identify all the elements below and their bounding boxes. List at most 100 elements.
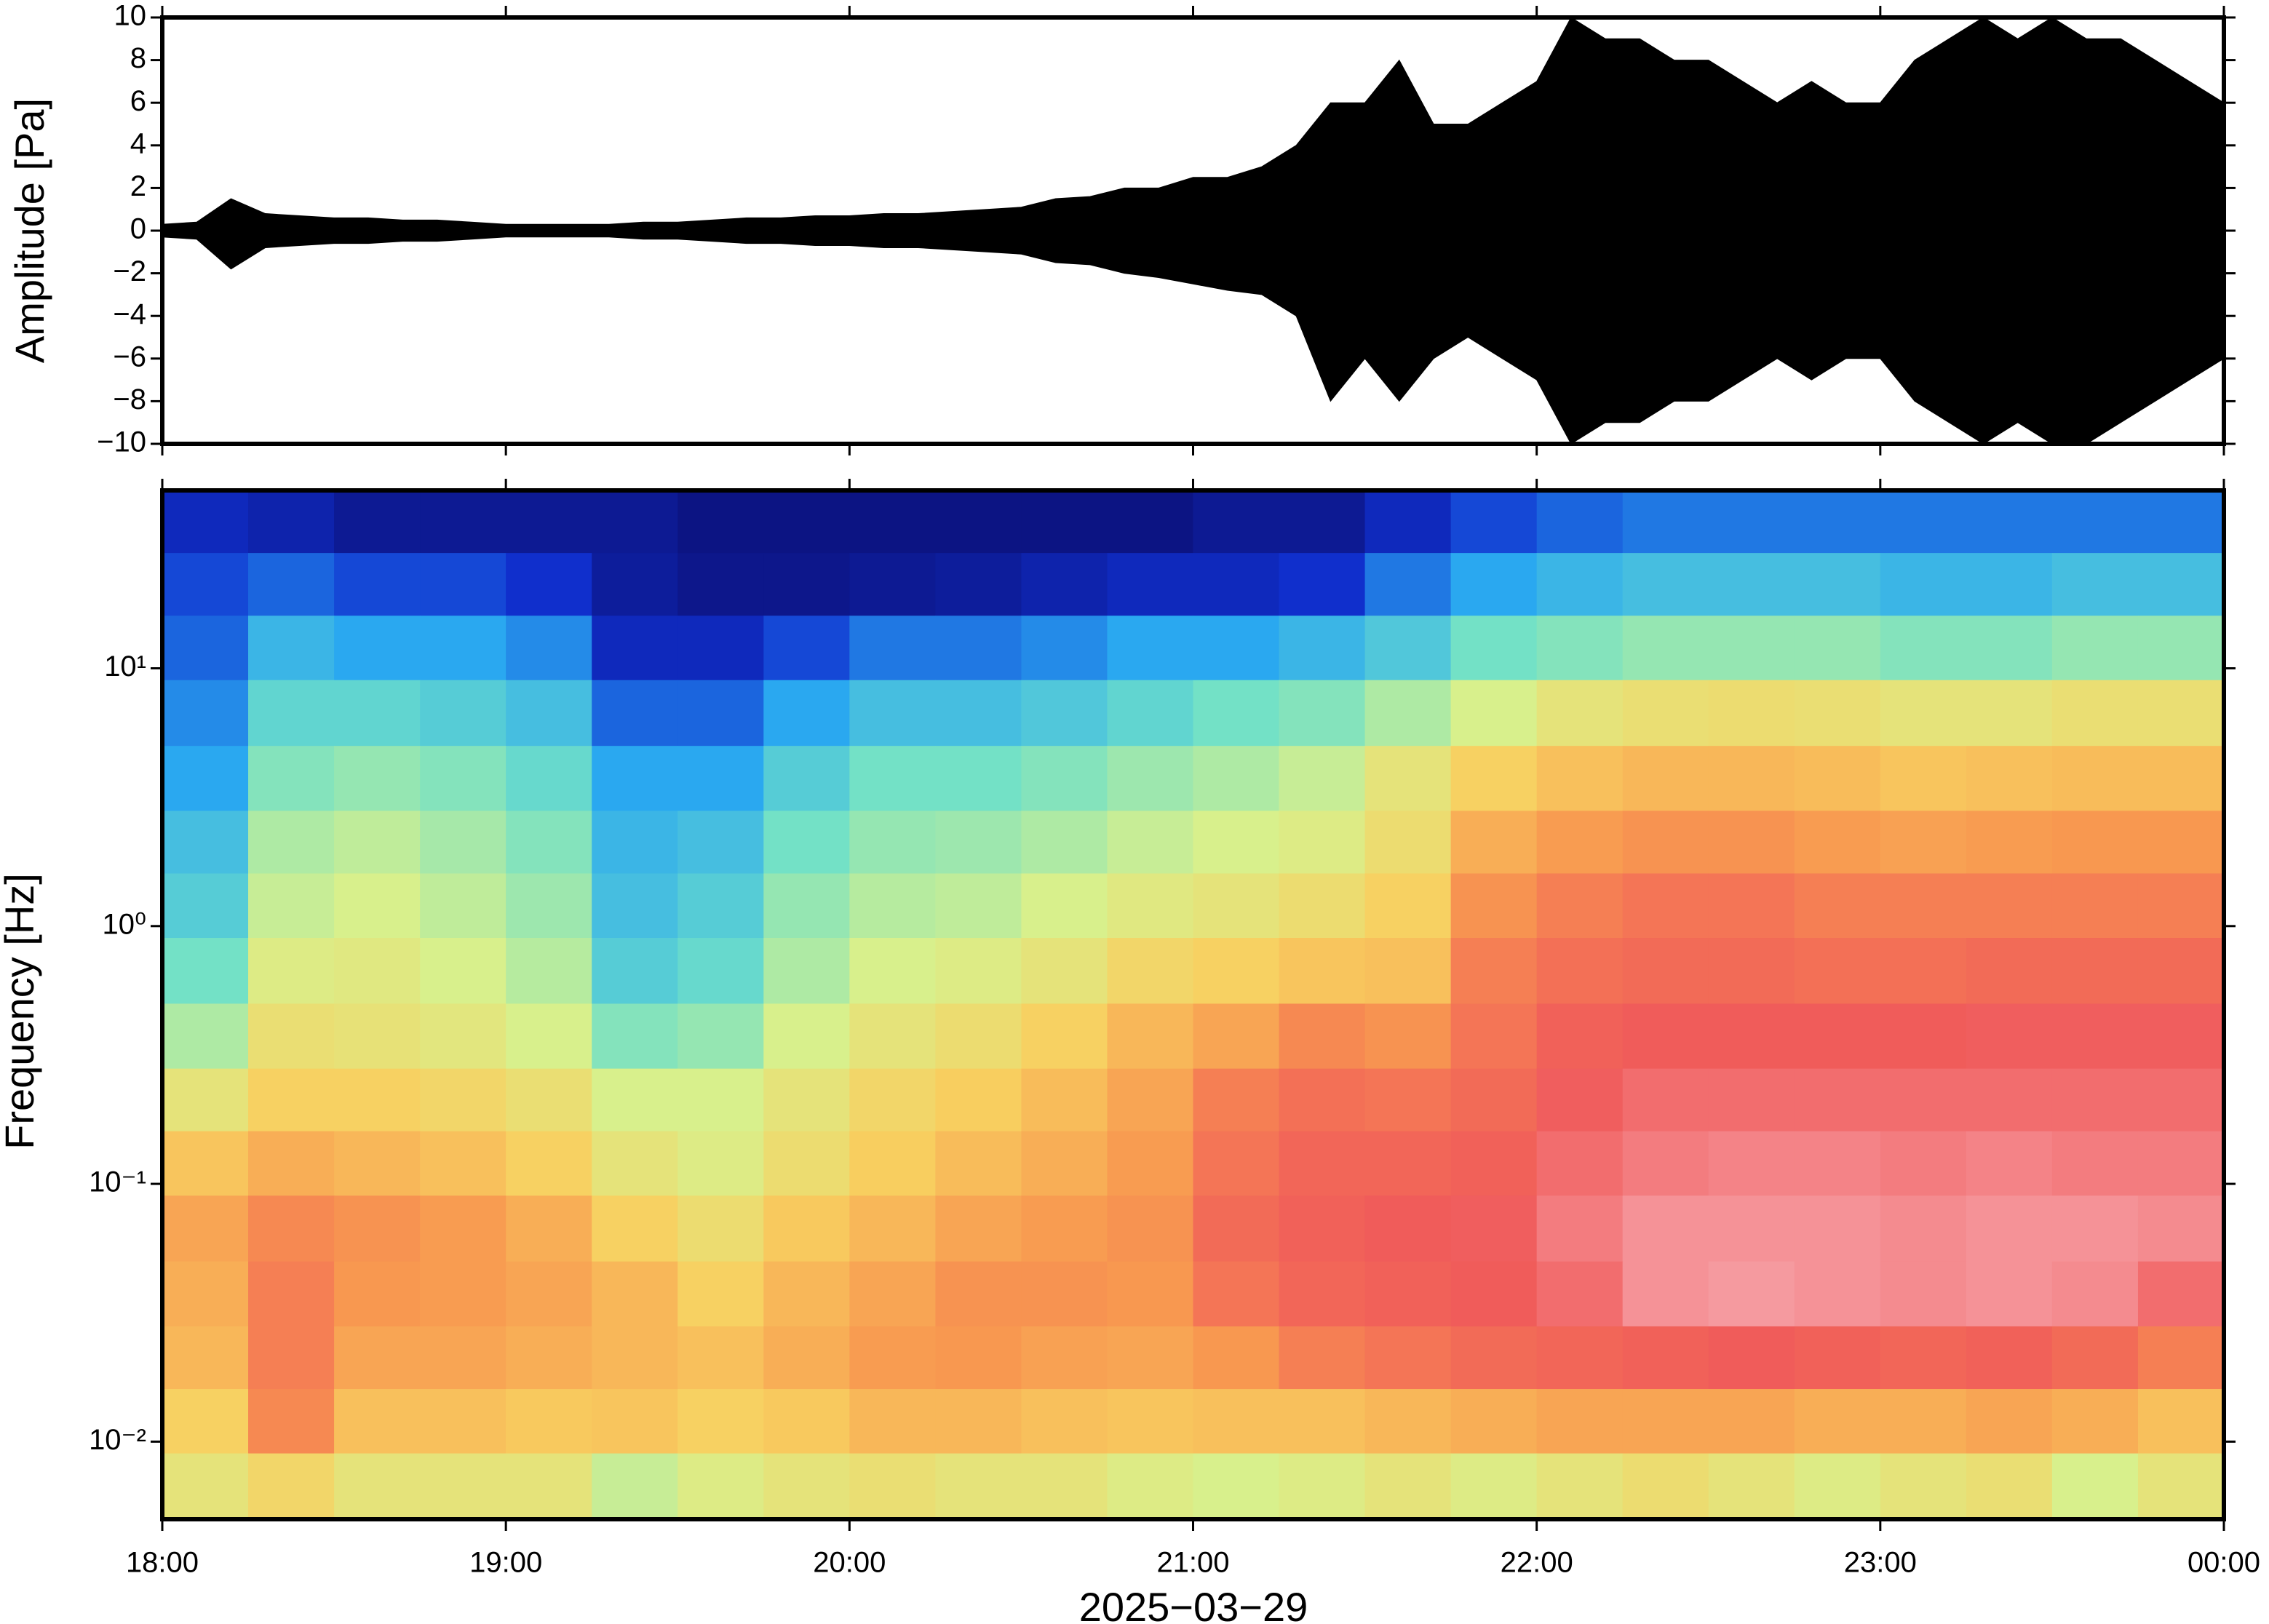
heatmap-cell [162, 1131, 249, 1196]
heatmap-cell [1622, 1389, 1709, 1454]
heatmap-cell [1622, 938, 1709, 1004]
heatmap-cell [506, 1195, 592, 1262]
heatmap-cell [1193, 873, 1280, 939]
heatmap-cell [1622, 811, 1709, 874]
heatmap-cell [248, 938, 335, 1004]
heatmap-cell [763, 1003, 850, 1070]
heatmap-cell [1708, 616, 1795, 681]
heatmap-cell [2051, 873, 2139, 939]
heatmap-cell [849, 1195, 936, 1262]
heatmap-cell [506, 616, 592, 681]
heatmap-cell [334, 1389, 421, 1454]
heatmap-cell [2051, 1068, 2139, 1132]
heatmap-cell [592, 873, 678, 939]
heatmap-cell [1107, 1195, 1193, 1262]
heatmap-cell [1364, 553, 1452, 616]
heatmap-cell [592, 616, 678, 681]
heatmap-cell [248, 616, 335, 681]
heatmap-cell [420, 1389, 506, 1454]
heatmap-cell [1794, 680, 1881, 747]
x-tick-label: 20:00 [813, 1547, 886, 1579]
heatmap-cell [1966, 938, 2053, 1004]
heatmap-cell [1880, 1003, 1967, 1070]
heatmap-cell [1450, 1389, 1538, 1454]
heatmap-cell [1794, 1389, 1881, 1454]
heatmap-cell [1364, 938, 1452, 1004]
heatmap-cell [1279, 1326, 1366, 1390]
heatmap-cell [1708, 553, 1795, 616]
y-tick-label: 10 [114, 0, 147, 32]
heatmap-cell [506, 1261, 592, 1327]
heatmap-cell [677, 553, 764, 616]
heatmap-cell [763, 553, 850, 616]
heatmap-cell [1708, 1326, 1795, 1390]
heatmap-cell [1794, 1131, 1881, 1196]
heatmap-cell [420, 1261, 506, 1327]
heatmap-cell [2051, 553, 2139, 616]
heatmap-cell [935, 1003, 1022, 1070]
heatmap-cell [1279, 1068, 1366, 1132]
heatmap-cell [1021, 1003, 1108, 1070]
heatmap-cell [677, 938, 764, 1004]
heatmap-cell [506, 873, 592, 939]
heatmap-cell [677, 1261, 764, 1327]
heatmap-cell [162, 1389, 249, 1454]
heatmap-cell [2137, 1131, 2225, 1196]
heatmap-cell [1794, 1326, 1881, 1390]
heatmap-cell [1364, 1261, 1452, 1327]
heatmap-cell [592, 1261, 678, 1327]
heatmap-cell [1794, 616, 1881, 681]
heatmap-cell [1794, 873, 1881, 939]
heatmap-cell [1622, 1326, 1709, 1390]
heatmap-cell [1880, 1068, 1967, 1132]
heatmap-cell [677, 811, 764, 874]
heatmap-cell [1966, 1003, 2053, 1070]
heatmap-cell [1536, 1068, 1624, 1132]
heatmap-cell [935, 1453, 1022, 1520]
heatmap-cell [1880, 811, 1967, 874]
heatmap-cell [1880, 1261, 1967, 1327]
y-tick-label: 10¹ [104, 650, 146, 682]
x-tick-label: 22:00 [1501, 1547, 1573, 1579]
heatmap-cell [1279, 1131, 1366, 1196]
heatmap-cell [2051, 1131, 2139, 1196]
heatmap-cell [2137, 553, 2225, 616]
heatmap-cell [2137, 490, 2225, 554]
heatmap-cell [420, 1326, 506, 1390]
heatmap-cell [1450, 490, 1538, 554]
heatmap-cell [1536, 553, 1624, 616]
heatmap-cell [1021, 490, 1108, 554]
heatmap-cell [248, 1261, 335, 1327]
heatmap-cell [677, 1326, 764, 1390]
heatmap-cell [248, 680, 335, 747]
waveform-envelope [162, 230, 2225, 445]
heatmap-cell [334, 938, 421, 1004]
heatmap-cell [334, 680, 421, 747]
heatmap-cell [1193, 811, 1280, 874]
heatmap-cell [935, 1195, 1022, 1262]
heatmap-cell [2051, 680, 2139, 747]
heatmap-cell [1279, 746, 1366, 811]
heatmap-cell [677, 1131, 764, 1196]
heatmap-cell [1880, 680, 1967, 747]
heatmap-cell [248, 1326, 335, 1390]
heatmap-cell [1107, 873, 1193, 939]
heatmap-cell [1021, 1453, 1108, 1520]
heatmap-cell [420, 680, 506, 747]
heatmap-cell [1450, 811, 1538, 874]
heatmap-cell [677, 1195, 764, 1262]
heatmap-cell [1880, 490, 1967, 554]
heatmap-cell [1193, 1389, 1280, 1454]
heatmap-cell [1880, 1326, 1967, 1390]
heatmap-cell [334, 553, 421, 616]
heatmap-cell [1966, 1326, 2053, 1390]
heatmap-cell [1279, 873, 1366, 939]
heatmap-cell [162, 616, 249, 681]
heatmap-cell [849, 616, 936, 681]
heatmap-cell [420, 746, 506, 811]
heatmap-cell [1966, 811, 2053, 874]
heatmap-cell [1450, 1261, 1538, 1327]
heatmap-cell [2051, 811, 2139, 874]
heatmap-cell [1364, 680, 1452, 747]
